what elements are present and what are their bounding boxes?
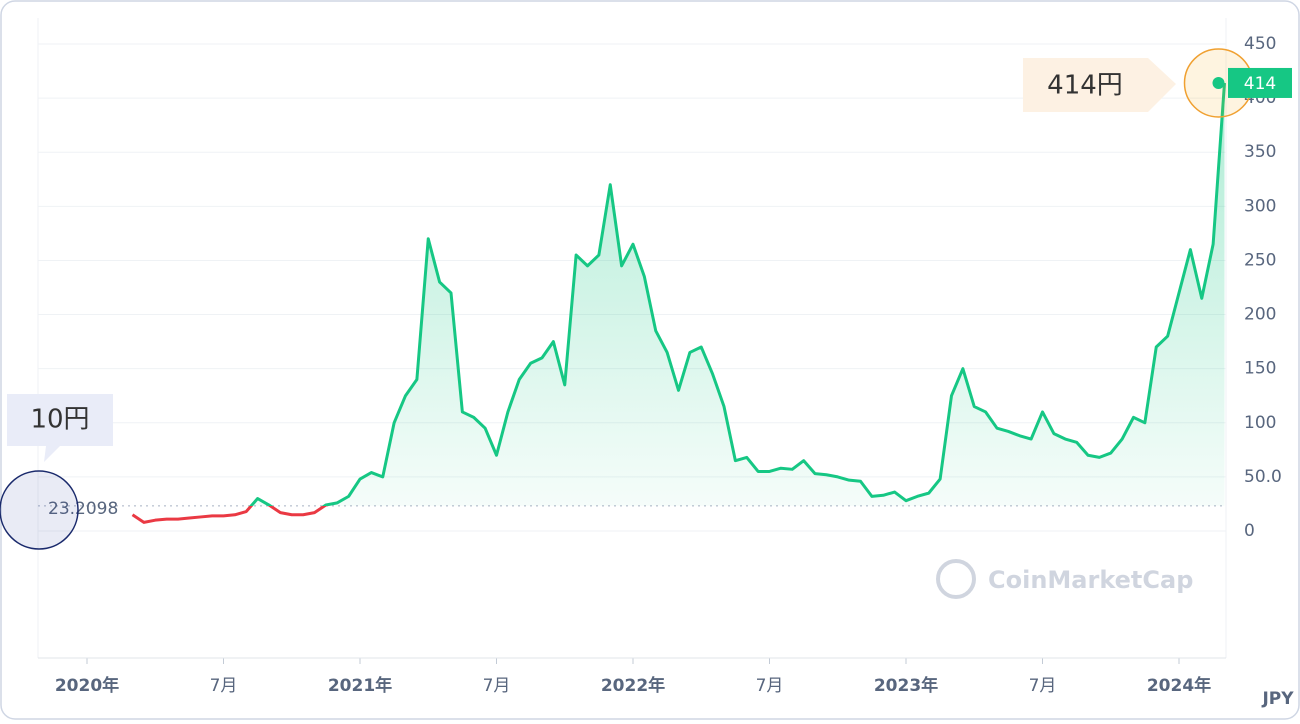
last-point [1212, 76, 1225, 89]
currency-label: JPY [1261, 689, 1294, 709]
reference-label: 23.2098 [48, 499, 118, 519]
y-tick-label: 200 [1244, 305, 1276, 325]
x-tick-label: 7月 [483, 676, 511, 696]
x-tick-label: 2022年 [601, 675, 665, 696]
y-tick-label: 150 [1244, 359, 1276, 379]
y-tick-label: 50.0 [1244, 467, 1282, 487]
callout-text: 10円 [30, 405, 89, 435]
y-tick-label: 0 [1244, 521, 1255, 541]
y-tick-label: 450 [1244, 34, 1276, 54]
price-line [131, 82, 1226, 524]
watermark: CoinMarketCap [936, 559, 1193, 599]
watermark-logo [936, 559, 976, 599]
callout-box [1023, 58, 1176, 112]
watermark-text: CoinMarketCap [988, 566, 1193, 594]
x-tick-label: 2024年 [1147, 675, 1211, 696]
x-tick-label: 2020年 [55, 675, 119, 696]
y-tick-label: 100 [1244, 413, 1276, 433]
callout-box [7, 394, 113, 462]
start-highlight [0, 470, 79, 550]
callout-text: 414円 [1047, 71, 1123, 101]
x-tick-label: 2021年 [328, 675, 392, 696]
x-tick-label: 7月 [756, 676, 784, 696]
price-tag-label: 414 [1244, 74, 1276, 94]
price-area [251, 82, 1225, 506]
x-tick-label: 7月 [1029, 676, 1057, 696]
y-tick-label: 350 [1244, 142, 1276, 162]
x-tick-label: 2023年 [874, 675, 938, 696]
y-tick-label: 300 [1244, 196, 1276, 216]
price-tag [1228, 67, 1292, 98]
y-tick-label: 250 [1244, 250, 1276, 270]
x-tick-label: 7月 [210, 676, 238, 696]
